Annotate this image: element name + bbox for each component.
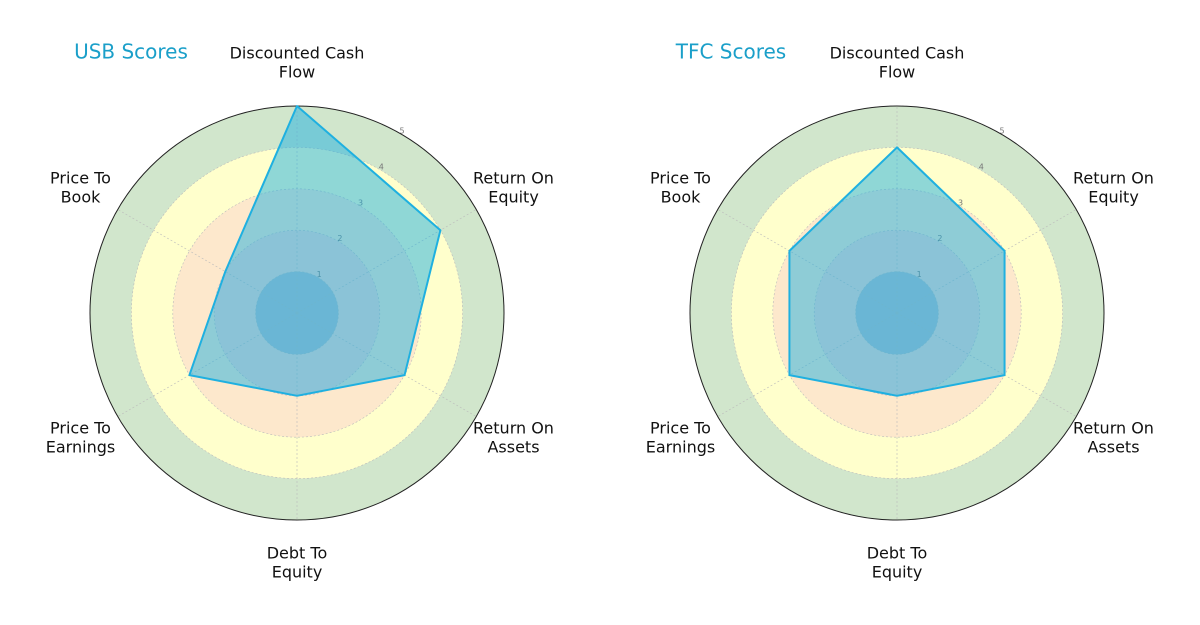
category-label: Debt To Equity [267,543,328,581]
spoke [717,209,898,314]
category-label: Return On Equity [473,168,554,206]
spoke [117,312,298,417]
spoke [896,312,1077,417]
score-area [188,105,442,397]
category-label: Discounted Cash Flow [230,43,365,81]
category-label: Price To Book [50,168,111,206]
category-label: Return On Assets [1073,418,1154,456]
category-label: Return On Equity [1073,168,1154,206]
category-label: Price To Earnings [46,418,115,456]
category-label: Price To Book [650,168,711,206]
score-area [788,146,1006,397]
spoke [117,209,298,314]
category-label: Price To Earnings [646,418,715,456]
chart-title: USB Scores [74,40,188,64]
r-tick-label: 5 [999,127,1004,136]
r-tick-label: 4 [379,162,384,171]
r-tick-label: 5 [399,127,404,136]
spoke [296,209,477,314]
spoke [717,312,898,417]
category-label: Return On Assets [473,418,554,456]
category-label: Debt To Equity [867,543,928,581]
r-tick-label: 3 [958,198,963,207]
spoke [896,209,1077,314]
category-label: Discounted Cash Flow [830,43,965,81]
chart-title: TFC Scores [675,40,786,64]
spoke [296,312,477,417]
r-tick-label: 4 [979,162,984,171]
outer-ring [689,105,1105,521]
